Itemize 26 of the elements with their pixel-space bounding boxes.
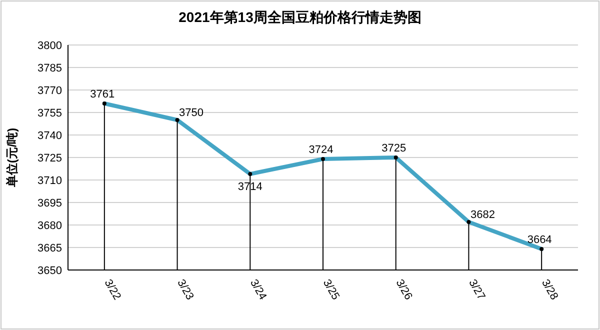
- y-tick-label: 3710: [38, 175, 62, 187]
- y-tick-label: 3695: [38, 198, 62, 210]
- data-label: 3682: [470, 209, 495, 221]
- y-tick-label: 3740: [38, 130, 62, 142]
- y-tick-label: 3725: [38, 152, 62, 164]
- point: [540, 247, 544, 251]
- y-tick-label: 3680: [38, 220, 62, 232]
- point: [394, 156, 398, 160]
- y-tick-label: 3800: [38, 40, 62, 52]
- y-tick-label: 3665: [38, 242, 62, 254]
- data-label: 3664: [527, 234, 552, 246]
- y-tick-label: 3755: [38, 108, 62, 120]
- point: [248, 172, 252, 176]
- point: [466, 220, 471, 224]
- point: [102, 102, 106, 106]
- y-tick-label: 3785: [38, 62, 62, 74]
- data-label: 3761: [90, 88, 115, 100]
- y-tick-label: 3770: [38, 85, 62, 97]
- data-label: 3750: [179, 107, 204, 119]
- point: [321, 157, 325, 161]
- data-label: 3725: [382, 142, 406, 154]
- y-axis-title: 单位(元/吨): [5, 128, 19, 188]
- data-label: 3724: [308, 144, 334, 156]
- chart-title: 2021年第13周全国豆粕价格行情走势图: [178, 9, 422, 25]
- y-tick-label: 3650: [38, 265, 62, 277]
- point: [175, 118, 180, 122]
